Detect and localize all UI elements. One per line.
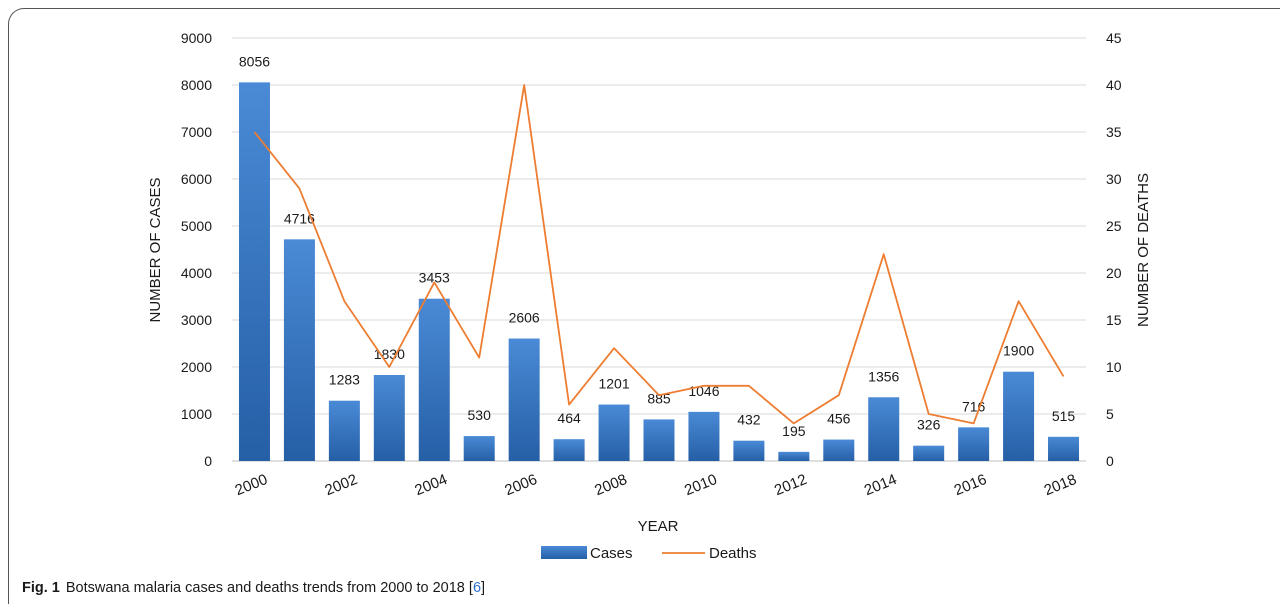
left-tick-label: 2000	[181, 359, 212, 375]
bar-data-label: 515	[1052, 408, 1076, 424]
right-tick-label: 30	[1106, 171, 1122, 187]
right-tick-label: 5	[1106, 406, 1114, 422]
x-axis-title: YEAR	[638, 518, 679, 535]
x-tick-label: 2008	[592, 471, 629, 499]
bar-cases	[778, 451, 810, 461]
bar-data-label: 530	[468, 407, 492, 423]
left-tick-label: 6000	[181, 171, 212, 187]
x-tick-label: 2000	[233, 471, 270, 499]
caption-close: ]	[481, 580, 486, 596]
left-axis-ticks: 0 1000 2000 3000 4000 5000 6000 7000 8000 9000	[181, 30, 212, 469]
right-tick-label: 35	[1106, 124, 1122, 140]
right-tick-label: 10	[1106, 359, 1122, 375]
bar-cases	[598, 404, 630, 461]
bar-data-label: 464	[557, 410, 581, 426]
x-tick-label: 2004	[412, 471, 449, 499]
bar-cases	[1003, 371, 1035, 461]
left-tick-label: 9000	[181, 30, 212, 46]
bar-cases	[643, 419, 675, 461]
bar-data-label: 1830	[374, 346, 405, 362]
right-tick-label: 25	[1106, 218, 1122, 234]
x-tick-label: 2018	[1042, 471, 1079, 499]
bar-cases	[553, 439, 585, 461]
x-tick-label: 2006	[502, 471, 539, 499]
bar-cases	[283, 239, 315, 461]
bar-data-label: 1283	[329, 372, 360, 388]
x-tick-label: 2012	[772, 471, 809, 499]
bar-data-label: 1201	[598, 376, 629, 392]
bar-cases	[1048, 436, 1080, 461]
left-tick-label: 7000	[181, 124, 212, 140]
bar-data-label: 716	[962, 398, 986, 414]
left-tick-label: 1000	[181, 406, 212, 422]
bar-cases	[418, 298, 450, 461]
y2-axis-title: NUMBER OF DEATHS	[1135, 173, 1152, 327]
bar-cases	[958, 427, 990, 461]
bar-cases	[688, 411, 720, 461]
figure-caption: Fig. 1 Botswana malaria cases and deaths …	[22, 580, 485, 596]
right-axis-ticks: 0 5 10 15 20 25 30 35 40 45	[1106, 30, 1122, 469]
x-axis-ticks: 2000 2002 2004 2006 2008 2010 2012 2014 2016 2018	[233, 471, 1079, 499]
deaths-line	[253, 84, 1065, 425]
bar-cases	[238, 82, 270, 462]
x-tick-label: 2014	[862, 471, 899, 499]
right-tick-label: 0	[1106, 453, 1114, 469]
bar-data-label: 8056	[239, 53, 270, 69]
x-tick-label: 2002	[323, 471, 360, 499]
bar-cases	[508, 338, 540, 461]
right-tick-label: 45	[1106, 30, 1122, 46]
figure-frame	[8, 8, 1280, 604]
left-tick-label: 8000	[181, 77, 212, 93]
right-tick-label: 40	[1106, 77, 1122, 93]
left-tick-label: 0	[204, 453, 212, 469]
left-tick-label: 5000	[181, 218, 212, 234]
left-tick-label: 4000	[181, 265, 212, 281]
deaths-series-line	[253, 84, 1065, 425]
caption-text: Botswana malaria cases and deaths trends…	[65, 580, 473, 596]
figure-label: Fig. 1	[22, 580, 60, 596]
citation-link[interactable]: 6	[472, 580, 482, 596]
right-tick-label: 20	[1106, 265, 1122, 281]
bar-data-label: 195	[782, 423, 806, 439]
bar-cases	[463, 436, 495, 461]
legend-cases-swatch	[541, 546, 587, 559]
bar-data-label: 432	[737, 412, 761, 428]
bar-data-label: 326	[917, 417, 941, 433]
legend-deaths-label: Deaths	[709, 545, 757, 562]
x-tick-label: 2010	[682, 471, 719, 499]
bar-data-label: 4716	[284, 210, 315, 226]
bar-cases	[913, 445, 945, 461]
bar-data-label: 2606	[509, 310, 540, 326]
bar-data-label: 456	[827, 411, 851, 427]
legend: Cases Deaths	[541, 545, 757, 562]
bar-data-label: 3453	[419, 270, 450, 286]
bar-cases	[373, 374, 405, 461]
x-tick-label: 2016	[952, 471, 989, 499]
bar-data-label: 1356	[868, 368, 899, 384]
bar-cases	[868, 397, 900, 461]
legend-cases-label: Cases	[590, 545, 633, 562]
left-tick-label: 3000	[181, 312, 212, 328]
right-tick-label: 15	[1106, 312, 1122, 328]
bar-cases	[823, 439, 855, 461]
y-axis-title: NUMBER OF CASES	[147, 177, 164, 322]
bar-data-label: 1900	[1003, 343, 1034, 359]
bar-cases	[328, 400, 360, 461]
bar-cases	[733, 440, 765, 461]
